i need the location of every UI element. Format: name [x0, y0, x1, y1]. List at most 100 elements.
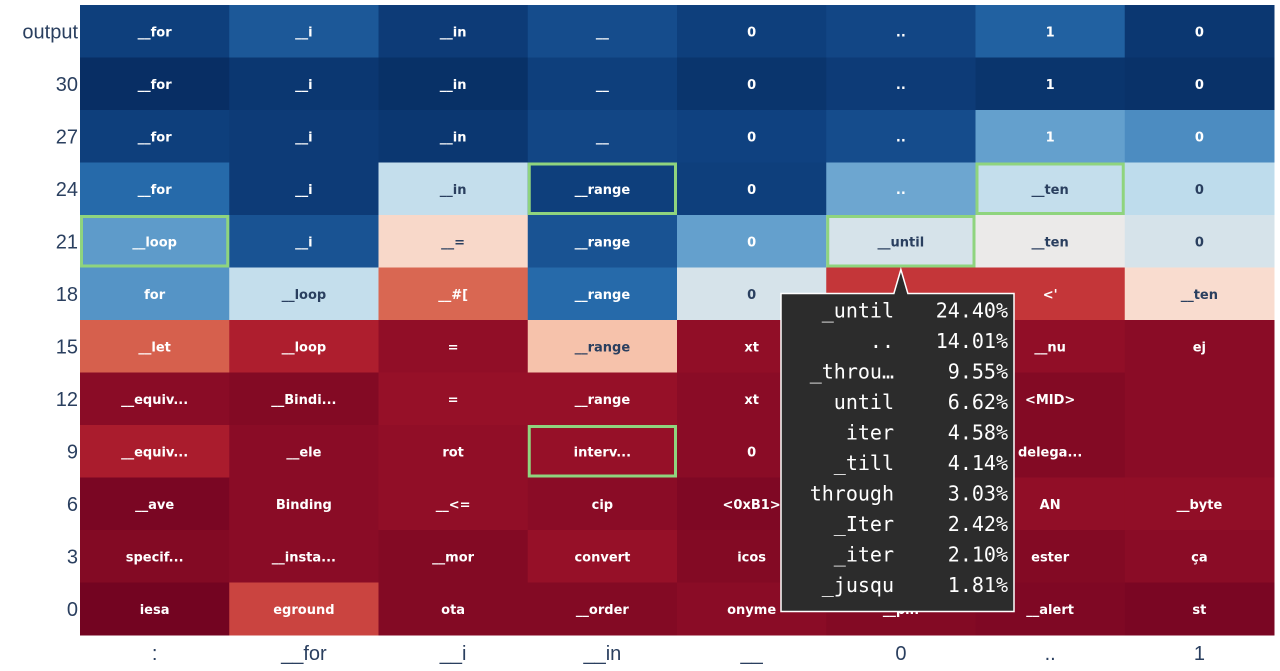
heatmap-cell[interactable] [527, 215, 678, 268]
tooltip-token: _until [822, 299, 894, 323]
heatmap-cell[interactable] [1124, 477, 1275, 531]
heatmap-cell[interactable] [229, 57, 379, 111]
heatmap-cell[interactable] [378, 215, 529, 268]
heatmap-cell[interactable] [826, 110, 976, 163]
heatmap-cell[interactable] [80, 57, 230, 111]
heatmap-cell[interactable] [378, 267, 529, 321]
heatmap-cell[interactable] [1124, 5, 1275, 58]
heatmap-cell-label: iesa [140, 603, 170, 618]
heatmap-cell[interactable] [975, 215, 1126, 268]
heatmap-cell[interactable] [80, 215, 230, 268]
heatmap-cell[interactable] [677, 57, 827, 111]
heatmap-cell[interactable] [826, 215, 976, 268]
heatmap-cell[interactable] [378, 530, 529, 583]
heatmap-cell[interactable] [80, 110, 230, 163]
heatmap-cell-label: AN [1040, 498, 1061, 513]
heatmap-cell[interactable] [527, 110, 678, 163]
heatmap-cell[interactable] [229, 215, 379, 268]
heatmap-cell[interactable] [1124, 162, 1275, 216]
heatmap-cell[interactable] [527, 530, 678, 583]
heatmap-cell[interactable] [826, 5, 976, 58]
heatmap-cell[interactable] [1124, 320, 1275, 373]
heatmap-cell[interactable] [527, 582, 678, 636]
heatmap-cell[interactable] [378, 425, 529, 478]
heatmap-cell[interactable] [1124, 425, 1275, 478]
heatmap-cell-label: __i [295, 25, 312, 40]
heatmap-cell-label: .. [896, 78, 906, 93]
heatmap-cell[interactable] [826, 57, 976, 111]
heatmap-cell[interactable] [677, 110, 827, 163]
heatmap-cell-label: __i [295, 183, 312, 198]
heatmap-cell[interactable] [229, 530, 379, 583]
heatmap-cell[interactable] [80, 320, 230, 373]
heatmap-cell[interactable] [527, 477, 678, 531]
heatmap-cell[interactable] [229, 5, 379, 58]
heatmap-cell[interactable] [378, 57, 529, 111]
heatmap-cell[interactable] [1124, 215, 1275, 268]
heatmap-cell[interactable] [378, 320, 529, 373]
heatmap-cell[interactable] [1124, 530, 1275, 583]
heatmap-cell[interactable] [677, 162, 827, 216]
heatmap-cell[interactable] [1124, 267, 1275, 321]
heatmap-cell[interactable] [677, 5, 827, 58]
heatmap-cell-label: __ten [1031, 183, 1068, 198]
heatmap-cell[interactable] [527, 425, 678, 478]
heatmap-cell[interactable] [1124, 372, 1275, 426]
heatmap-cell[interactable] [1124, 57, 1275, 111]
heatmap-cell[interactable] [80, 372, 230, 426]
heatmap-cell[interactable] [229, 477, 379, 531]
heatmap-cell[interactable] [378, 5, 529, 58]
heatmap-cell[interactable] [826, 162, 976, 216]
heatmap-cell[interactable] [378, 110, 529, 163]
heatmap-cell-label: __in [440, 130, 467, 145]
heatmap-cell-label: interv... [574, 445, 631, 460]
heatmap-cell[interactable] [229, 110, 379, 163]
heatmap-cell[interactable] [229, 582, 379, 636]
heatmap-cell[interactable] [229, 162, 379, 216]
heatmap-cell[interactable] [527, 5, 678, 58]
heatmap-cell-label: 0 [747, 183, 756, 198]
heatmap-cell[interactable] [378, 372, 529, 426]
heatmap-cell-label: __alert [1026, 603, 1074, 618]
heatmap-cell[interactable] [80, 582, 230, 636]
heatmap-cell-label: ça [1191, 550, 1207, 565]
heatmap-cell[interactable] [975, 110, 1126, 163]
heatmap-cell[interactable] [527, 162, 678, 216]
tooltip-token: _jusqu [822, 573, 894, 597]
heatmap-cell[interactable] [975, 5, 1126, 58]
heatmap-cell[interactable] [975, 162, 1126, 216]
heatmap-cell[interactable] [527, 372, 678, 426]
tooltip-probability: 4.14% [948, 451, 1008, 475]
heatmap-cell[interactable] [80, 162, 230, 216]
heatmap-cell-labels: __for __i __in __ 0.. 1 0 __for __i __in __ 0.. 1 0 __… [121, 25, 1222, 618]
heatmap-cell[interactable] [229, 320, 379, 373]
heatmap-cell-label: = [448, 340, 459, 355]
heatmap-cell[interactable] [677, 215, 827, 268]
heatmap-cell[interactable] [1124, 582, 1275, 636]
heatmap-cell[interactable] [378, 477, 529, 531]
heatmap-cell[interactable] [229, 267, 379, 321]
heatmap-cell-label: __ele [286, 445, 321, 460]
heatmap-cell[interactable] [80, 425, 230, 478]
heatmap-cell-label: __ [596, 25, 610, 40]
heatmap-cell[interactable] [975, 57, 1126, 111]
heatmap-cell-label: __order [576, 603, 629, 618]
heatmap-cell[interactable] [80, 530, 230, 583]
heatmap-cell-label: __for [138, 183, 173, 198]
heatmap-cell[interactable] [378, 582, 529, 636]
heatmap-cell-label: 0 [1195, 235, 1204, 250]
heatmap-cell[interactable] [1124, 110, 1275, 163]
heatmap-cell[interactable] [80, 5, 230, 58]
heatmap-cell[interactable] [229, 425, 379, 478]
heatmap-cell[interactable] [527, 267, 678, 321]
heatmap-cell[interactable] [80, 267, 230, 321]
heatmap-cell[interactable] [80, 477, 230, 531]
heatmap-cell-label: __#[ [438, 288, 468, 303]
heatmap-cell[interactable] [527, 320, 678, 373]
heatmap-cell[interactable] [527, 57, 678, 111]
heatmap-cell[interactable] [378, 162, 529, 216]
heatmap-cell-label: rot [442, 445, 464, 460]
heatmap-cell[interactable] [229, 372, 379, 426]
heatmap-cell-label: 0 [747, 288, 756, 303]
